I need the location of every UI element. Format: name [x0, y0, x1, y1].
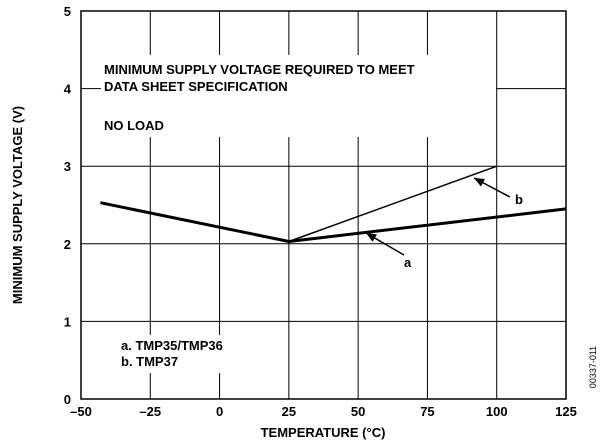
arrows: [365, 177, 511, 256]
series-b-arrow-head: [474, 178, 485, 187]
y-tick-label: 5: [64, 4, 71, 19]
y-axis-title: MINIMUM SUPPLY VOLTAGE (V): [10, 106, 25, 304]
y-tick-label: 0: [64, 392, 71, 407]
ticks: –50 –25 0 25 50 75 100 125 0 1 2 3 4 5: [64, 4, 577, 419]
series-a-line: [100, 201, 567, 243]
series-b-label: b: [515, 192, 523, 207]
x-tick-label: 0: [216, 404, 223, 419]
legend-a: a. TMP35/TMP36: [121, 338, 223, 353]
y-tick-label: 2: [64, 237, 71, 252]
series-b-line: [288, 165, 497, 243]
annotation-line2: DATA SHEET SPECIFICATION: [104, 79, 288, 94]
x-tick-label: 50: [351, 404, 365, 419]
annotation-line1: MINIMUM SUPPLY VOLTAGE REQUIRED TO MEET: [104, 62, 415, 77]
plot-frame: [80, 10, 567, 400]
x-tick-label: 125: [555, 404, 577, 419]
y-tick-label: 1: [64, 314, 71, 329]
y-tick-label: 4: [64, 82, 72, 97]
series-a-label: a: [404, 255, 412, 270]
x-axis-title: TEMPERATURE (°C): [261, 425, 386, 440]
figure-id: 00337-011: [588, 346, 598, 388]
annotation-line3: NO LOAD: [104, 118, 164, 133]
legend-b: b. TMP37: [121, 354, 178, 369]
x-tick-label: –25: [139, 404, 161, 419]
series-a-arrow-head: [366, 233, 377, 242]
annotation-background: [101, 55, 496, 137]
x-tick-label: 100: [486, 404, 508, 419]
legend-background: [118, 335, 256, 373]
series: [100, 165, 567, 243]
x-tick-label: 75: [420, 404, 434, 419]
x-tick-label: –50: [70, 404, 92, 419]
x-tick-label: 25: [282, 404, 296, 419]
y-tick-label: 3: [64, 159, 71, 174]
